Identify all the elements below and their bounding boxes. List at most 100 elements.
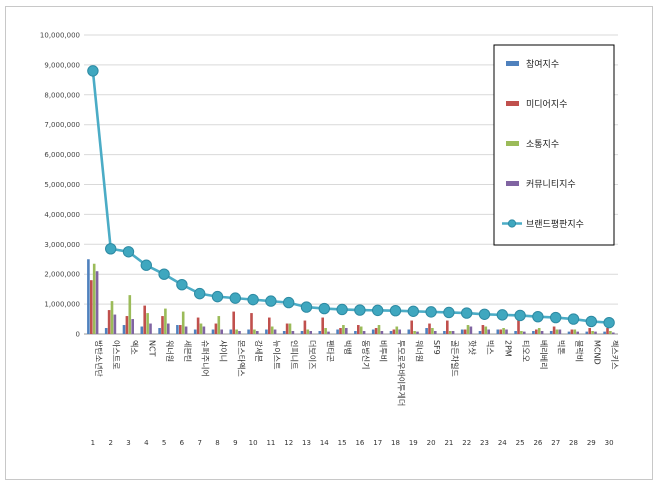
bar xyxy=(143,305,146,334)
bar xyxy=(567,331,571,334)
y-tick-label: 0 xyxy=(76,331,80,339)
x-category-label: 인피니트 xyxy=(290,340,300,369)
brand-index-point xyxy=(194,287,206,300)
bar xyxy=(324,328,327,334)
bar xyxy=(603,331,606,334)
brand-index-point xyxy=(265,295,277,307)
x-rank-label: 5 xyxy=(162,439,166,447)
x-category-label: 티오오 xyxy=(521,340,530,362)
brand-index-point xyxy=(229,292,242,304)
bar xyxy=(113,314,117,334)
bar xyxy=(306,329,310,334)
bar xyxy=(505,329,508,334)
bar xyxy=(282,331,286,334)
bar xyxy=(612,332,615,334)
brand-index-point xyxy=(300,301,313,313)
y-tick-label: 5,000,000 xyxy=(44,181,80,189)
x-rank-label: 19 xyxy=(409,439,418,447)
y-axis: 0 1,000,000 2,000,000 3,000,000 4,000,000 5,0… xyxy=(40,32,618,339)
brand-index-point xyxy=(567,313,580,325)
brand-index-point xyxy=(211,290,224,303)
x-rank-label: 10 xyxy=(249,439,258,447)
bar xyxy=(265,329,268,334)
bar xyxy=(193,329,197,334)
bar xyxy=(291,331,295,334)
x-category-label: 블락비 xyxy=(575,340,585,362)
bar xyxy=(576,331,579,334)
bar xyxy=(110,301,114,334)
bar xyxy=(202,326,206,334)
bar xyxy=(517,320,520,334)
bar xyxy=(345,328,348,334)
x-category-label: 워너원 xyxy=(165,340,175,362)
bar xyxy=(122,325,126,334)
bar xyxy=(253,329,256,334)
brand-index-point xyxy=(461,307,473,319)
brand-index-point xyxy=(478,308,491,320)
brand-index-point xyxy=(496,309,508,321)
bar xyxy=(395,326,399,334)
legend-swatch xyxy=(506,141,519,146)
bar xyxy=(591,331,594,334)
x-category-label: 골든차일드 xyxy=(450,340,459,377)
legend-swatch xyxy=(506,181,519,186)
brand-index-point xyxy=(532,310,544,323)
bar xyxy=(232,311,235,334)
bar xyxy=(535,329,538,334)
bar xyxy=(570,329,574,334)
legend-label: 참여지수 xyxy=(526,58,559,70)
bar xyxy=(321,317,324,334)
x-rank-label: 11 xyxy=(266,439,275,447)
bar xyxy=(140,326,144,334)
brand-index-point xyxy=(550,311,562,324)
y-tick-label: 7,000,000 xyxy=(44,121,80,129)
brand-index-point xyxy=(176,278,188,291)
y-tick-label: 3,000,000 xyxy=(44,241,80,249)
legend-marker xyxy=(507,219,517,228)
bar xyxy=(532,331,535,334)
x-rank-label: 28 xyxy=(569,439,578,447)
bar xyxy=(609,331,612,334)
bar xyxy=(288,323,292,334)
bar xyxy=(354,331,357,334)
bar xyxy=(357,325,360,334)
bar-series xyxy=(87,259,615,334)
brand-index-point xyxy=(585,315,597,328)
x-rank-label: 22 xyxy=(462,439,471,447)
x-rank-label: 20 xyxy=(427,439,436,447)
x-rank-label: 3 xyxy=(126,439,130,447)
bar xyxy=(523,331,526,334)
x-rank-label: 2 xyxy=(108,439,112,447)
legend-swatch xyxy=(506,61,519,66)
bar xyxy=(309,331,312,334)
bar xyxy=(552,326,556,334)
x-category-label: 샤이니 xyxy=(219,340,229,362)
x-axis: 방탄소년단 1 아스트로 2 엑소 3 NCT 4 워너원 5 세븐틴 6 슈퍼주니어 7 샤이니 8 몬스타엑… xyxy=(91,340,620,447)
bar xyxy=(359,326,363,334)
x-rank-label: 13 xyxy=(302,439,311,447)
bar xyxy=(434,331,437,334)
bar xyxy=(585,331,589,334)
bar xyxy=(125,316,129,334)
brand-index-point xyxy=(336,303,348,316)
bar xyxy=(90,280,93,334)
bar xyxy=(371,329,375,334)
bar xyxy=(181,311,185,334)
x-rank-label: 7 xyxy=(197,439,201,447)
bar xyxy=(146,313,149,334)
x-category-label: 젝스키스 xyxy=(610,340,620,369)
bar xyxy=(167,323,170,334)
brand-index-point xyxy=(354,304,366,316)
bar xyxy=(478,331,482,334)
bar xyxy=(217,316,221,334)
bar xyxy=(425,328,428,334)
bar xyxy=(179,325,182,334)
x-rank-label: 14 xyxy=(320,439,329,447)
x-category-label: 방탄소년단 xyxy=(94,340,104,377)
x-rank-label: 15 xyxy=(338,439,347,447)
x-category-label: 빅뱅 xyxy=(343,340,353,355)
brand-index-point xyxy=(603,316,615,329)
bar xyxy=(514,331,517,334)
x-category-label: 핫샷 xyxy=(468,340,478,355)
bar xyxy=(392,329,396,334)
